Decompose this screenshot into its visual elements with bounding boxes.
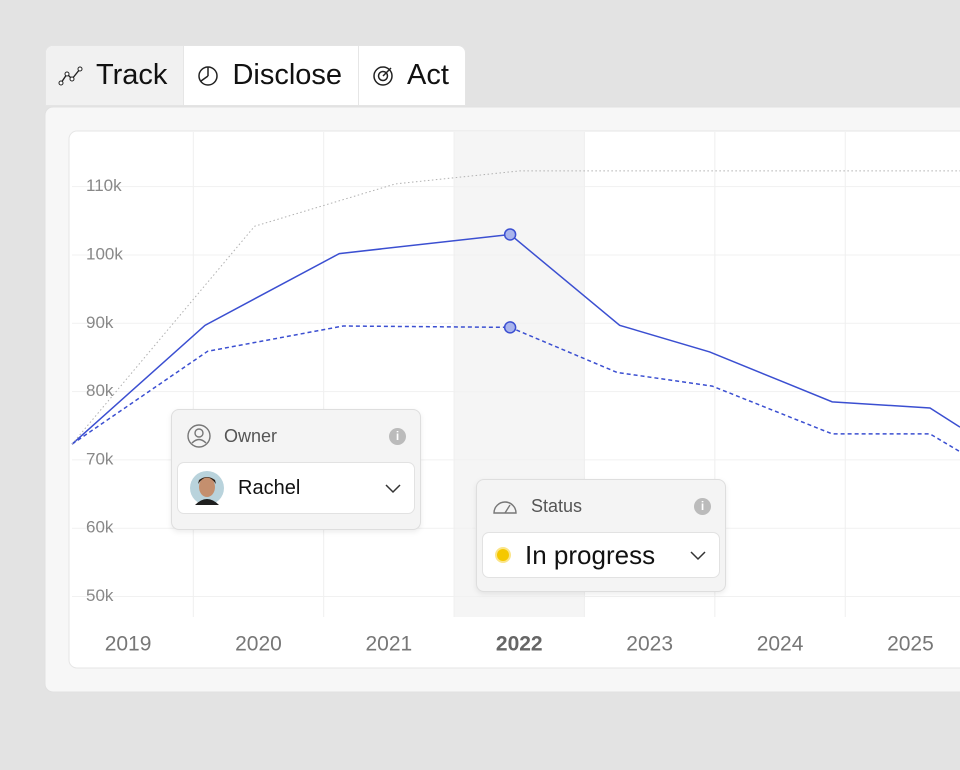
gauge-icon <box>493 501 517 514</box>
y-tick-label: 50k <box>86 586 114 605</box>
y-tick-label: 60k <box>86 518 114 537</box>
owner-card: Owner i Rachel <box>171 409 421 530</box>
tab-label: Track <box>96 59 168 91</box>
status-card: Status i In progress <box>476 479 726 592</box>
act-icon <box>373 65 393 86</box>
series-line <box>71 233 960 445</box>
track-icon <box>58 66 83 85</box>
x-tick-label: 2019 <box>105 633 152 656</box>
tab-label: Act <box>407 59 449 91</box>
card-label: Status <box>531 495 583 516</box>
tab-label: Disclose <box>232 59 343 91</box>
tab[interactable]: Act <box>359 46 465 105</box>
tab[interactable]: Track <box>46 46 185 105</box>
info-icon[interactable]: i <box>389 427 406 445</box>
x-tick-label: 2025 <box>887 633 934 656</box>
chevron <box>690 551 706 561</box>
status-select[interactable]: In progress <box>482 532 720 578</box>
owner-value: Rachel <box>238 476 301 499</box>
x-tick-label: 2021 <box>366 633 413 656</box>
x-tick-label: 2020 <box>235 633 282 656</box>
chevron <box>385 484 401 494</box>
y-tick-label: 80k <box>86 381 114 400</box>
tab-bar: Track Disclose Act <box>45 45 466 106</box>
status-dot <box>495 547 511 563</box>
user-icon <box>187 424 211 448</box>
tab[interactable]: Disclose <box>184 46 360 105</box>
owner-select[interactable]: Rachel <box>177 462 415 514</box>
card-header: Owner i <box>172 410 420 462</box>
y-tick-label: 90k <box>86 313 114 332</box>
x-tick-label: 2022 <box>496 633 543 656</box>
point-marker <box>503 228 517 241</box>
y-tick-label: 100k <box>86 244 123 263</box>
info-icon[interactable]: i <box>694 497 711 515</box>
status-value: In progress <box>525 539 656 570</box>
card-label: Owner <box>224 425 278 446</box>
series-line <box>71 325 960 453</box>
disclose-icon <box>198 65 219 86</box>
y-tick-label: 70k <box>86 449 114 468</box>
x-tick-label: 2023 <box>626 633 673 656</box>
point-marker <box>503 321 517 334</box>
y-tick-label: 110k <box>86 176 122 195</box>
x-tick-label: 2024 <box>757 633 804 656</box>
card-header: Status i <box>477 480 725 532</box>
avatar <box>190 471 224 505</box>
